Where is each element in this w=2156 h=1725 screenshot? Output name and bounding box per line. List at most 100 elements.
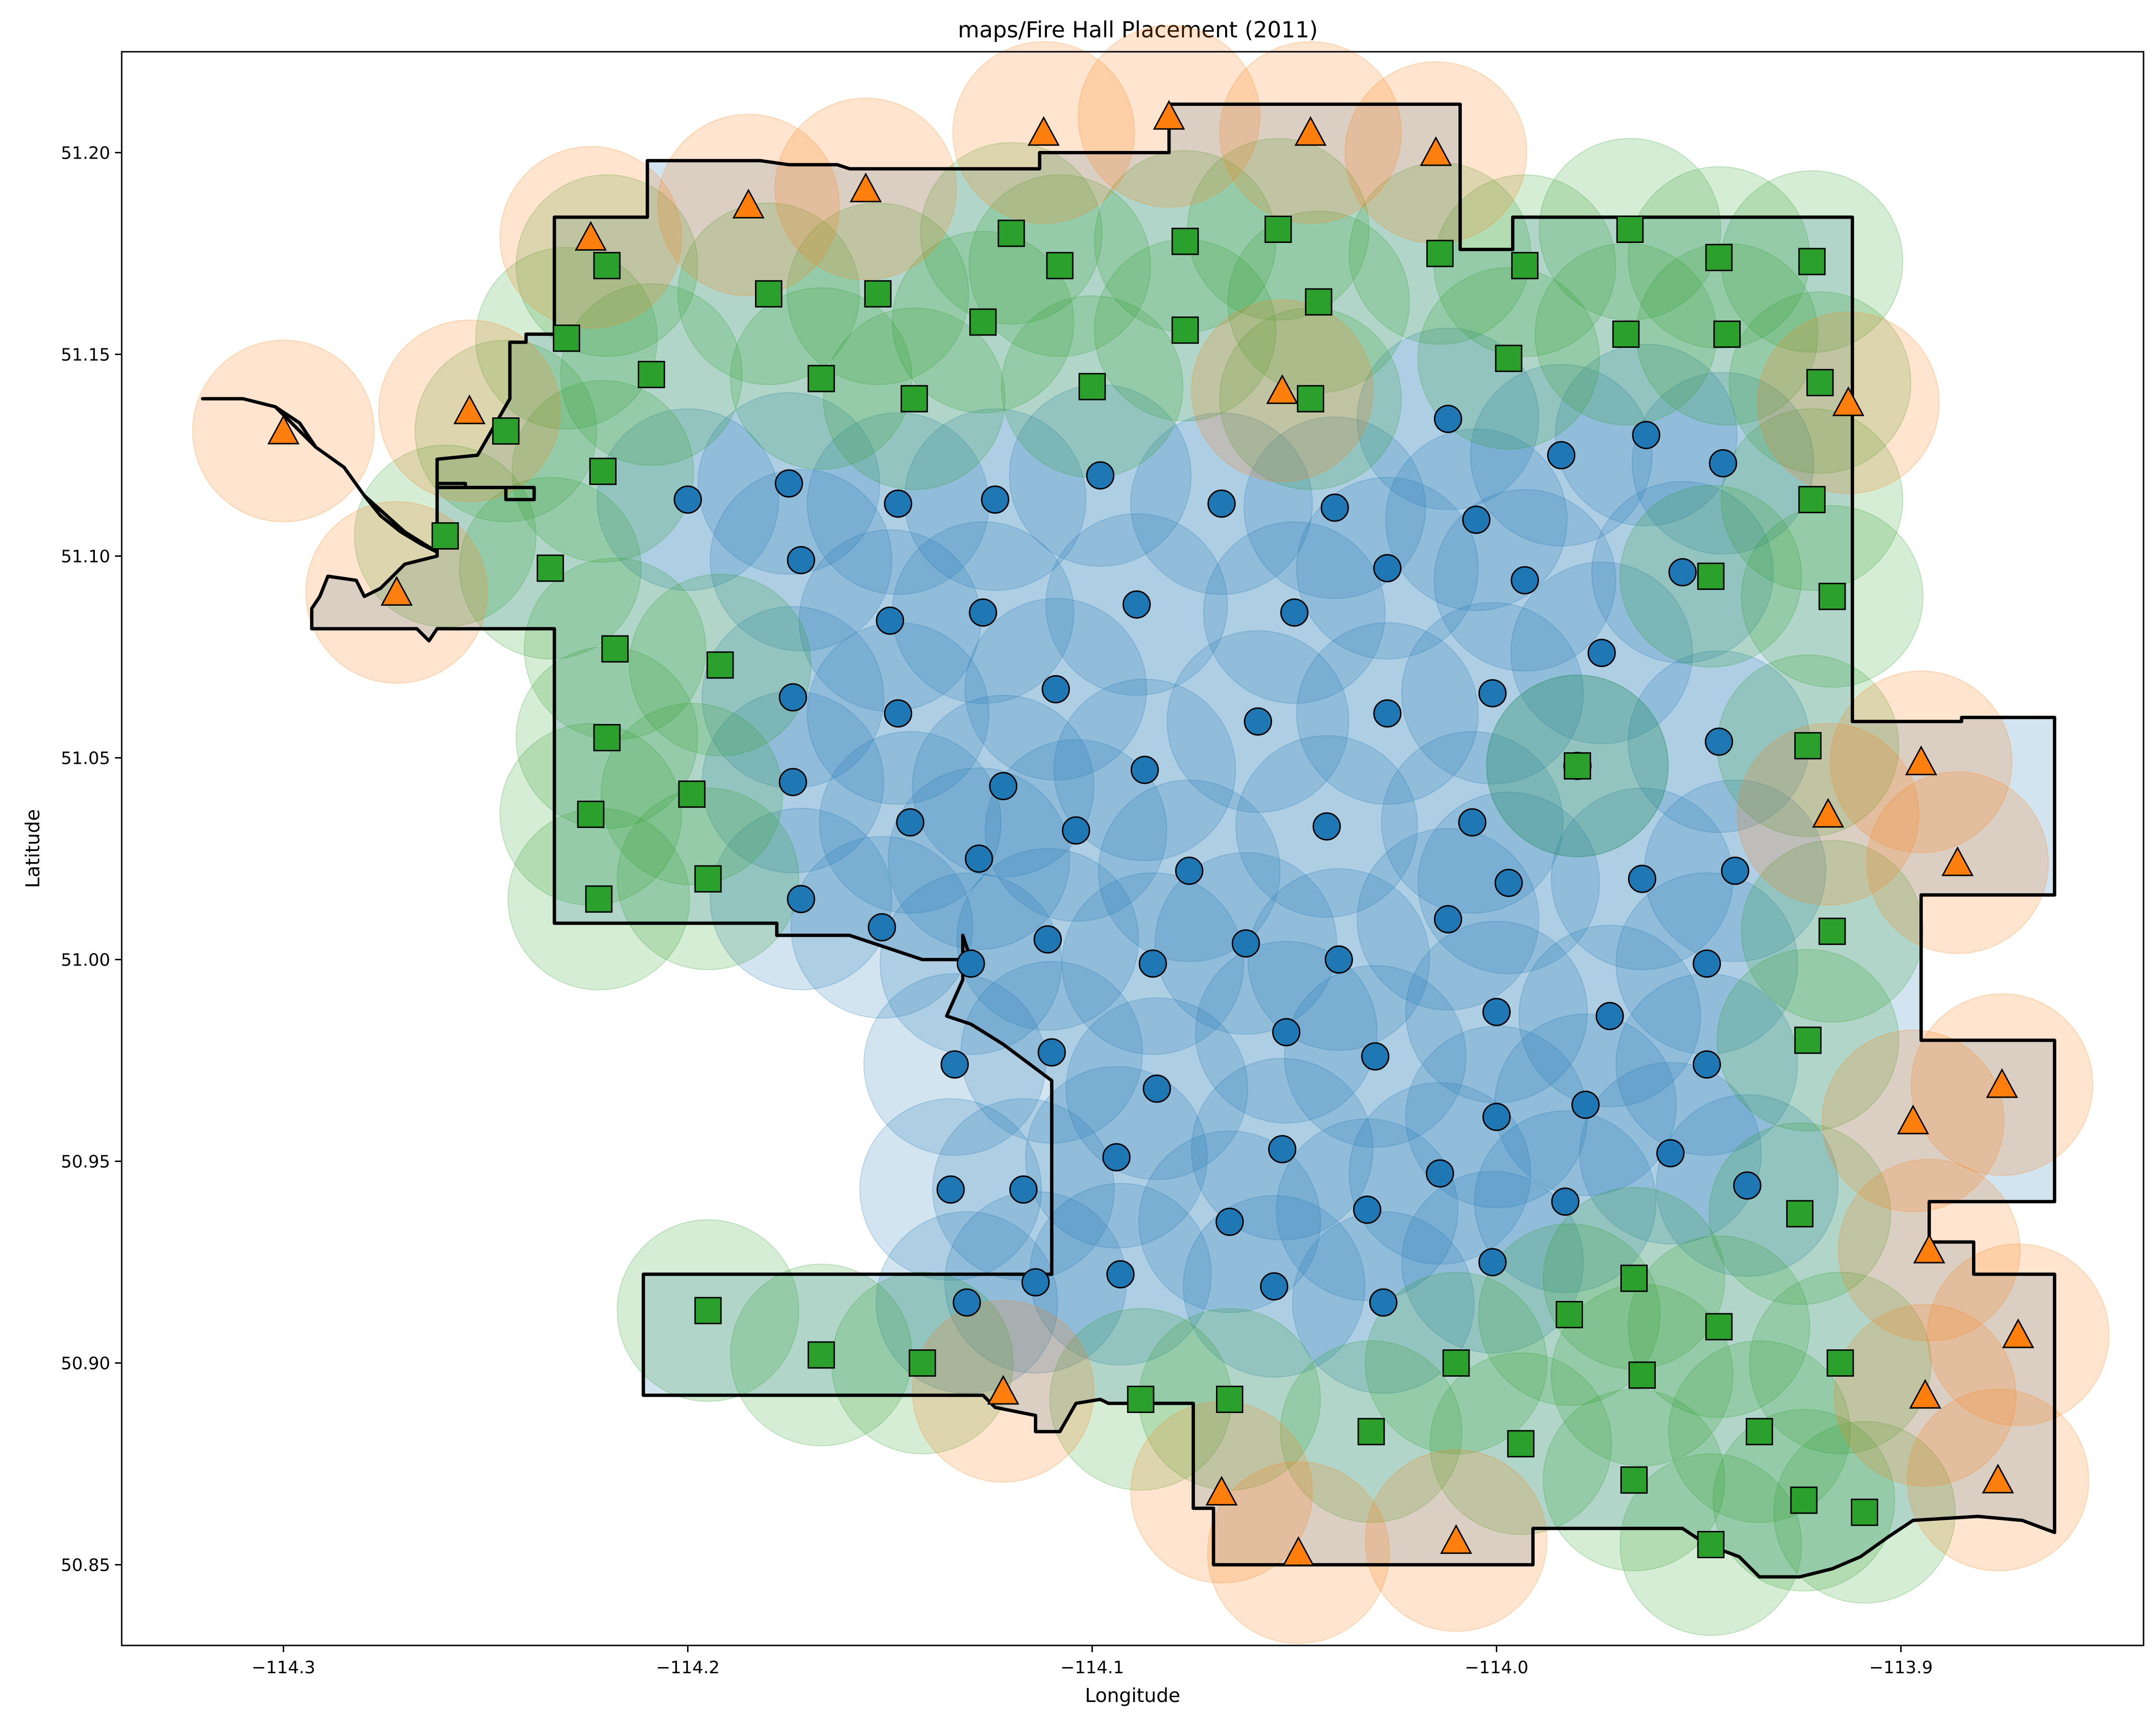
- square-hall-marker: [1127, 1385, 1155, 1413]
- square-hall-marker: [593, 724, 621, 751]
- square-hall-marker: [1806, 368, 1834, 396]
- square-hall-marker: [1790, 1486, 1818, 1514]
- circle-hall-marker: [1482, 1103, 1511, 1131]
- triangle-hall-marker: [1440, 1524, 1472, 1554]
- square-hall-marker: [638, 361, 665, 389]
- y-tick-label: 51.10: [61, 547, 110, 567]
- square-hall-marker: [1556, 1301, 1583, 1329]
- circle-hall-marker: [896, 808, 925, 837]
- square-hall-marker: [678, 780, 706, 808]
- circle-hall-marker: [1086, 461, 1114, 490]
- circle-hall-marker: [1320, 493, 1349, 522]
- square-hall-marker: [1851, 1498, 1879, 1526]
- square-hall-marker: [694, 865, 722, 893]
- circle-hall-marker: [1434, 404, 1462, 433]
- square-hall-marker: [1426, 240, 1454, 267]
- circle-hall-marker: [1062, 816, 1090, 845]
- circle-hall-marker: [1721, 856, 1750, 885]
- square-hall-marker: [1305, 288, 1332, 316]
- square-hall-marker: [537, 554, 564, 582]
- circle-hall-marker: [1138, 949, 1167, 978]
- x-tick-label: −114.1: [1060, 1658, 1124, 1678]
- triangle-hall-marker: [1205, 1475, 1238, 1506]
- circle-hall-marker: [1482, 998, 1511, 1026]
- square-hall-marker: [1798, 486, 1826, 514]
- triangle-hall-marker: [1812, 798, 1845, 828]
- circle-hall-marker: [1130, 756, 1159, 784]
- circle-hall-marker: [1628, 864, 1656, 893]
- square-hall-marker: [1705, 243, 1733, 271]
- triangle-hall-marker: [732, 188, 765, 218]
- square-hall-marker: [1296, 385, 1324, 413]
- circle-hall-marker: [956, 949, 985, 978]
- circle-hall-marker: [1709, 449, 1737, 478]
- square-hall-marker: [1511, 252, 1539, 279]
- x-tick-label: −114.0: [1465, 1658, 1528, 1678]
- circle-hall-marker: [1571, 1091, 1600, 1119]
- circle-hall-marker: [1632, 421, 1661, 449]
- circle-hall-marker: [1373, 699, 1402, 728]
- circle-hall-marker: [1551, 1187, 1580, 1216]
- y-axis-label: Latitude: [22, 809, 44, 888]
- circle-hall-marker: [1106, 1260, 1135, 1288]
- circle-hall-marker: [964, 844, 993, 873]
- circle-hall-marker: [1312, 812, 1341, 841]
- triangle-hall-marker: [380, 576, 413, 606]
- triangle-hall-marker: [1905, 745, 1938, 775]
- triangle-hall-marker: [987, 1375, 1020, 1405]
- square-hall-marker: [577, 800, 605, 828]
- triangle-hall-marker: [1832, 386, 1865, 416]
- triangle-hall-marker: [574, 221, 607, 251]
- square-hall-marker: [1794, 1026, 1822, 1054]
- square-hall-marker: [1794, 732, 1822, 759]
- square-hall-marker: [552, 324, 580, 352]
- circle-hall-marker: [883, 489, 912, 518]
- triangle-hall-marker: [2002, 1318, 2034, 1348]
- circle-hall-marker: [868, 913, 896, 942]
- circle-hall-marker: [1733, 1171, 1762, 1200]
- circle-hall-marker: [876, 606, 905, 635]
- square-hall-marker: [900, 385, 928, 413]
- square-hall-marker: [1697, 563, 1725, 590]
- circle-hall-marker: [787, 546, 815, 575]
- circle-hall-marker: [1369, 1288, 1398, 1317]
- circle-hall-marker: [952, 1288, 981, 1317]
- square-hall-marker: [1786, 1200, 1814, 1228]
- circle-hall-marker: [1042, 675, 1070, 703]
- boundary-fill: [202, 104, 2055, 1577]
- triangle-hall-marker: [1420, 136, 1452, 166]
- circle-hall-marker: [1143, 1074, 1171, 1103]
- circle-hall-marker: [1458, 808, 1487, 837]
- y-tick-label: 51.00: [61, 951, 110, 970]
- circle-hall-marker: [936, 1175, 965, 1204]
- x-tick-label: −114.3: [252, 1658, 315, 1678]
- circle-hall-marker: [1037, 1038, 1066, 1067]
- y-tick-label: 51.05: [61, 749, 110, 769]
- circle-hall-marker: [1033, 925, 1062, 954]
- chart-title: maps/Fire Hall Placement (2011): [958, 17, 1318, 43]
- triangle-hall-marker: [1941, 846, 1974, 876]
- circle-hall-marker: [1268, 1135, 1296, 1163]
- square-hall-marker: [969, 308, 997, 336]
- circle-hall-marker: [981, 485, 1009, 514]
- square-hall-marker: [1507, 1430, 1535, 1458]
- city-boundary: [201, 103, 2056, 1579]
- square-hall-marker: [601, 635, 629, 663]
- boundary-fill-shape: [202, 104, 2055, 1577]
- triangle-hall-marker: [1913, 1233, 1946, 1264]
- circle-hall-marker: [779, 683, 807, 712]
- circle-hall-marker: [1122, 590, 1151, 619]
- triangle-hall-marker: [1982, 1463, 2014, 1494]
- circle-hall-marker: [674, 485, 702, 514]
- square-hall-marker: [694, 1297, 722, 1324]
- circle-hall-marker: [1668, 558, 1697, 586]
- square-hall-marker: [1046, 252, 1074, 279]
- x-axis: −114.3 −114.2 −114.1 −114.0 −113.9: [252, 1645, 1933, 1678]
- square-hall-marker: [998, 219, 1025, 247]
- x-tick-label: −114.2: [656, 1658, 720, 1678]
- square-hall-marker: [807, 365, 835, 392]
- circle-hall-marker: [1656, 1139, 1685, 1168]
- circle-hall-marker: [1705, 727, 1733, 756]
